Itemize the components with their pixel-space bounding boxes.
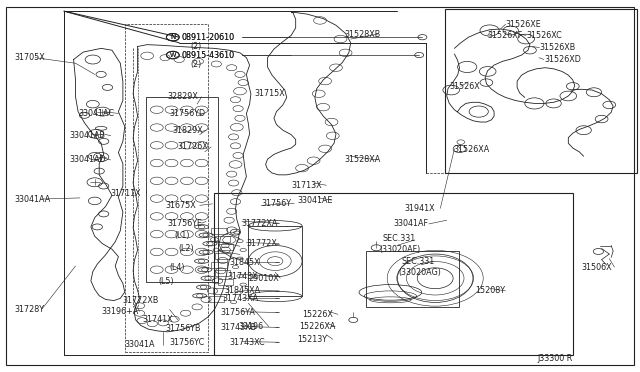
Text: 33041AC: 33041AC xyxy=(78,109,114,118)
Text: (33020AF): (33020AF) xyxy=(379,245,420,254)
Text: 31528XA: 31528XA xyxy=(344,155,381,164)
Text: 29010X: 29010X xyxy=(248,274,279,283)
Text: 31756YD: 31756YD xyxy=(170,109,205,118)
Text: J33300 R: J33300 R xyxy=(538,355,573,363)
Text: SEC.331: SEC.331 xyxy=(383,234,416,243)
Text: 31845XA: 31845XA xyxy=(224,286,260,295)
Text: 15213Y: 15213Y xyxy=(298,335,328,344)
Text: 31772XB: 31772XB xyxy=(123,296,159,305)
Text: 31711X: 31711X xyxy=(110,189,141,198)
Bar xyxy=(146,97,218,282)
Text: 31526XB: 31526XB xyxy=(540,43,576,52)
Text: SEC.331: SEC.331 xyxy=(402,257,435,266)
Text: 33196+A: 33196+A xyxy=(101,307,138,316)
Text: (33020AG): (33020AG) xyxy=(398,268,441,277)
Text: 31713X: 31713X xyxy=(291,181,322,190)
Text: 33041AB: 33041AB xyxy=(69,131,105,140)
Bar xyxy=(215,236,230,242)
Bar xyxy=(213,288,228,294)
Text: 31526XA: 31526XA xyxy=(453,145,490,154)
Text: (2): (2) xyxy=(191,60,202,69)
Text: 31845X: 31845X xyxy=(229,258,260,267)
Bar xyxy=(211,262,227,268)
Text: 15226XA: 15226XA xyxy=(300,322,336,331)
Text: W: W xyxy=(170,52,176,58)
Text: 33041AA: 33041AA xyxy=(14,195,51,203)
Text: 31756YB: 31756YB xyxy=(165,324,200,333)
Text: (L1): (L1) xyxy=(175,231,190,240)
Text: 31756YA: 31756YA xyxy=(221,308,255,317)
Text: 15226X: 15226X xyxy=(302,310,333,319)
Text: 33041AF: 33041AF xyxy=(394,219,429,228)
Text: (L2): (L2) xyxy=(178,244,193,253)
Text: (2): (2) xyxy=(191,42,202,51)
Text: (L4): (L4) xyxy=(170,263,185,272)
Text: 08915-43610: 08915-43610 xyxy=(181,51,234,60)
Text: 31715X: 31715X xyxy=(255,89,285,98)
Text: 31705X: 31705X xyxy=(14,53,45,62)
Bar xyxy=(211,228,227,234)
Text: 31526XC: 31526XC xyxy=(526,31,562,40)
Text: 31772X: 31772X xyxy=(246,239,277,248)
Text: 31941X: 31941X xyxy=(404,204,435,213)
Bar xyxy=(215,253,230,259)
Text: 31741X: 31741X xyxy=(142,315,173,324)
Text: 31743X: 31743X xyxy=(227,272,258,280)
Bar xyxy=(248,226,302,296)
Text: 31526XE: 31526XE xyxy=(506,20,541,29)
Bar xyxy=(218,279,233,285)
Bar xyxy=(218,244,233,250)
Text: 08915-43610: 08915-43610 xyxy=(181,51,234,60)
Text: 33041AE: 33041AE xyxy=(298,196,333,205)
Text: 31743XB: 31743XB xyxy=(221,323,257,332)
Text: 31756YC: 31756YC xyxy=(170,338,205,347)
Text: 31829X: 31829X xyxy=(173,126,204,135)
Text: 08911-20610: 08911-20610 xyxy=(181,33,234,42)
Text: 33041A: 33041A xyxy=(125,340,156,349)
Bar xyxy=(209,296,224,302)
Text: 31526X: 31526X xyxy=(449,82,480,91)
Text: 31743XC: 31743XC xyxy=(229,338,265,347)
Text: 08911-20610: 08911-20610 xyxy=(181,33,234,42)
Text: 15208Y: 15208Y xyxy=(475,286,505,295)
Bar xyxy=(125,24,208,352)
Text: (L5): (L5) xyxy=(159,277,174,286)
Text: 32829X: 32829X xyxy=(168,92,198,101)
Text: N: N xyxy=(170,34,175,40)
Text: W: W xyxy=(170,52,176,58)
Text: 31772XA: 31772XA xyxy=(242,219,278,228)
Bar xyxy=(445,9,637,173)
Text: 31506X: 31506X xyxy=(581,263,612,272)
Text: 31526XF: 31526XF xyxy=(488,31,523,40)
Text: 31675X: 31675X xyxy=(165,201,196,210)
Text: 31728Y: 31728Y xyxy=(14,305,44,314)
Text: 31756Y: 31756Y xyxy=(261,199,291,208)
Text: 31528XB: 31528XB xyxy=(344,30,381,39)
Bar xyxy=(366,251,459,307)
Text: 31743XA: 31743XA xyxy=(223,294,259,303)
Text: 33041AD: 33041AD xyxy=(69,155,106,164)
Bar xyxy=(214,193,573,355)
Text: 31526XD: 31526XD xyxy=(544,55,581,64)
Text: 31756YE: 31756YE xyxy=(168,219,203,228)
Text: 31726X: 31726X xyxy=(178,142,209,151)
Text: N: N xyxy=(170,34,175,40)
Bar xyxy=(215,270,230,276)
Text: 33196: 33196 xyxy=(238,322,263,331)
